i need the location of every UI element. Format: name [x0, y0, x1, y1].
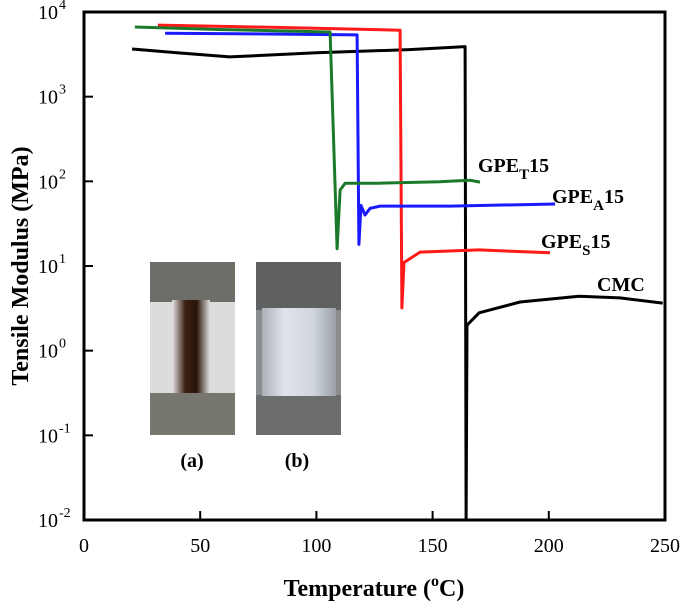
x-title-part: C) [439, 576, 464, 602]
y-tick-base: 10 [38, 510, 58, 532]
y-tick-exponent: -1 [59, 421, 71, 436]
series-label-part: A [593, 198, 604, 214]
photo-a [150, 262, 235, 435]
y-tick-label: 10 [38, 171, 58, 193]
x-tick-label: 50 [190, 535, 210, 557]
y-tick-base: 10 [38, 341, 58, 363]
y-axis-title: Tensile Modulus (MPa) [8, 146, 34, 385]
y-tick-exponent: 0 [59, 337, 66, 352]
y-tick-label: 10 [38, 510, 58, 532]
series-label-part: S [582, 243, 590, 259]
y-tick-label: 10 [38, 425, 58, 447]
x-axis-title: Temperature (oC) [284, 573, 465, 602]
photo-label: (b) [285, 450, 309, 472]
series-label-part: GPE [541, 231, 582, 253]
series-line [134, 25, 481, 251]
series-label-part: CMC [597, 274, 645, 296]
series-label-part: 15 [529, 155, 549, 177]
x-tick-label: 150 [418, 535, 448, 557]
x-title-part: Temperature ( [284, 576, 431, 602]
y-tick-exponent: 3 [59, 83, 66, 98]
y-tick-exponent: -2 [59, 506, 71, 521]
y-tick-base: 10 [38, 2, 58, 24]
x-tick-label: 200 [534, 535, 564, 557]
y-tick-base: 10 [38, 425, 58, 447]
series-label-part: 15 [604, 186, 624, 208]
y-tick-label: 10 [38, 2, 58, 24]
y-tick-label: 10 [38, 256, 58, 278]
y-tick-base: 10 [38, 171, 58, 193]
photo-label: (a) [180, 450, 203, 472]
series-label: CMC [597, 274, 645, 296]
series-label-part: T [519, 167, 529, 183]
series-label-part: GPE [552, 186, 593, 208]
y-tick-label: 10 [38, 87, 58, 109]
series-label: GPET15 [478, 155, 549, 183]
series-line [157, 23, 551, 310]
series-line [165, 31, 556, 246]
series-line [131, 45, 663, 522]
y-tick-label: 10 [38, 341, 58, 363]
y-tick-exponent: 1 [59, 252, 66, 267]
x-title-part: o [431, 573, 439, 590]
x-tick-label: 250 [650, 535, 680, 557]
y-tick-exponent: 4 [59, 0, 66, 13]
series-label-part: GPE [478, 155, 519, 177]
series-label: GPEA15 [552, 186, 624, 214]
x-tick-label: 0 [79, 535, 89, 557]
x-tick-label: 100 [301, 535, 331, 557]
y-tick-exponent: 2 [59, 167, 66, 182]
series-label-part: 15 [590, 231, 610, 253]
photo-b [256, 262, 341, 435]
y-tick-base: 10 [38, 256, 58, 278]
series-label: GPES15 [541, 231, 610, 259]
y-tick-base: 10 [38, 87, 58, 109]
